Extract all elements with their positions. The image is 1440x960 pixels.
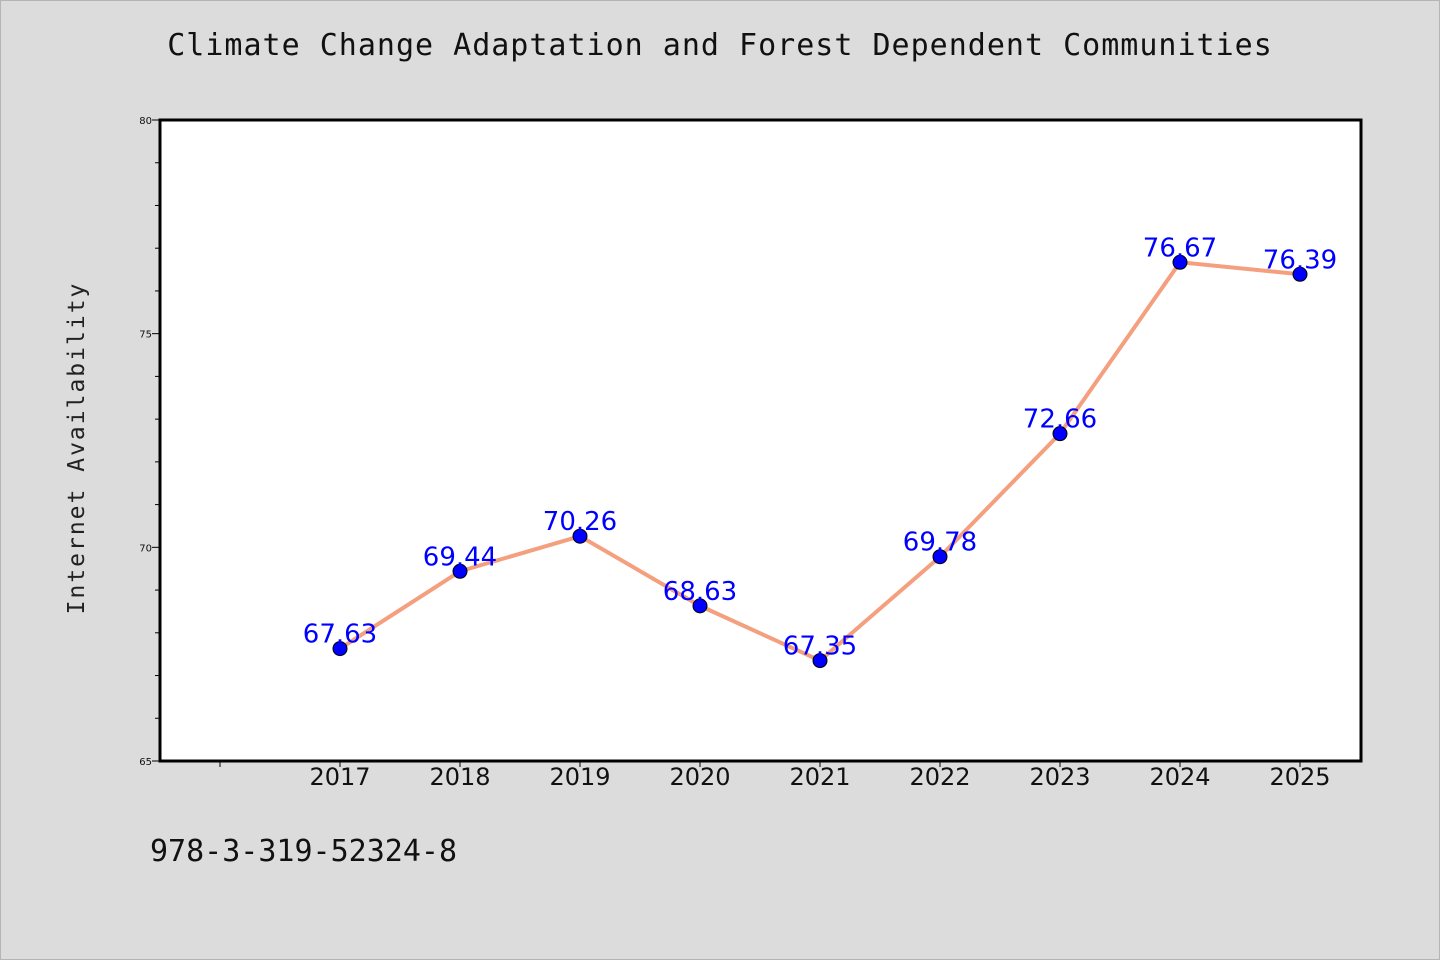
y-tick-label: 80 <box>139 116 152 127</box>
isbn-text: 978-3-319-52324-8 <box>150 834 458 869</box>
x-tick-label: 2020 <box>669 763 730 791</box>
data-label: 68.63 <box>663 577 737 607</box>
x-axis-ticks: 2017 2018 2019 2020 2021 2022 2023 2024 2025 <box>219 761 1331 791</box>
data-label: 76.67 <box>1143 233 1217 263</box>
data-label: 69.78 <box>903 528 977 558</box>
data-label: 67.35 <box>783 632 857 662</box>
data-label: 76.39 <box>1263 245 1337 275</box>
data-point <box>812 653 828 669</box>
x-tick-label: 2023 <box>1029 763 1090 791</box>
data-point <box>452 563 468 579</box>
data-label: 70.26 <box>543 507 617 537</box>
x-tick-label: 2021 <box>789 763 850 791</box>
x-tick-label: 2022 <box>909 763 970 791</box>
data-label: 67.63 <box>303 620 377 650</box>
data-point <box>1292 266 1308 282</box>
data-point <box>332 641 348 657</box>
data-point <box>1172 254 1188 270</box>
plot-area <box>158 118 1363 763</box>
data-point <box>932 549 948 565</box>
chart-title: Climate Change Adaptation and Forest Dep… <box>167 28 1273 63</box>
data-point <box>572 528 588 544</box>
data-label: 69.44 <box>423 542 497 572</box>
y-tick-label: 70 <box>139 543 152 554</box>
x-tick-label: 2017 <box>309 763 370 791</box>
data-markers <box>332 254 1308 669</box>
y-axis-ticks: 65 70 75 80 <box>139 116 160 768</box>
x-tick-label: 2018 <box>429 763 490 791</box>
data-labels: 67.63 69.44 70.26 68.63 67.35 69.78 72.66 76.67… <box>303 233 1337 661</box>
x-tick-label: 2025 <box>1269 763 1330 791</box>
data-point <box>692 598 708 614</box>
data-point <box>1052 426 1068 442</box>
data-label: 72.66 <box>1023 405 1097 435</box>
x-tick-label: 2024 <box>1149 763 1210 791</box>
x-tick-label: 2019 <box>549 763 610 791</box>
y-tick-label: 75 <box>139 330 152 341</box>
y-tick-label: 65 <box>139 757 152 768</box>
